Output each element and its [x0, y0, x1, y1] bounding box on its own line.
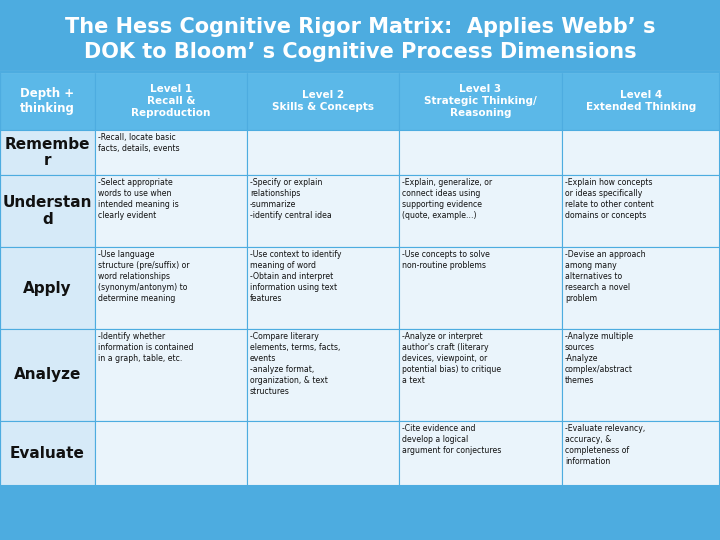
Text: Level 1
Recall &
Reproduction: Level 1 Recall & Reproduction	[131, 84, 211, 118]
Text: -Analyze multiple
sources
-Analyze
complex/abstract
themes: -Analyze multiple sources -Analyze compl…	[565, 332, 633, 385]
Bar	[399, 72, 562, 130]
Text: Remembe
r: Remembe r	[5, 137, 90, 168]
Bar	[0, 421, 95, 486]
Bar	[0, 72, 95, 130]
Bar	[247, 329, 399, 421]
Text: -Cite evidence and
develop a logical
argument for conjectures: -Cite evidence and develop a logical arg…	[402, 424, 501, 455]
Text: -Explain, generalize, or
connect ideas using
supporting evidence
(quote, example: -Explain, generalize, or connect ideas u…	[402, 178, 492, 220]
Text: Level 3
Strategic Thinking/
Reasoning: Level 3 Strategic Thinking/ Reasoning	[424, 84, 537, 118]
Text: Depth +
thinking: Depth + thinking	[20, 87, 75, 115]
Text: -Identify whether
information is contained
in a graph, table, etc.: -Identify whether information is contain…	[98, 332, 194, 363]
Bar	[247, 72, 399, 130]
Bar	[0, 175, 95, 247]
Text: -Use concepts to solve
non-routine problems: -Use concepts to solve non-routine probl…	[402, 250, 490, 270]
Bar	[562, 72, 720, 130]
Text: -Analyze or interpret
author's craft (literary
devices, viewpoint, or
potential : -Analyze or interpret author's craft (li…	[402, 332, 501, 385]
Bar	[95, 421, 247, 486]
Bar	[95, 247, 247, 329]
Bar	[247, 175, 399, 247]
Bar	[95, 130, 247, 175]
Bar	[399, 421, 562, 486]
Bar	[95, 175, 247, 247]
Bar	[0, 0, 720, 72]
Bar	[562, 421, 720, 486]
Text: Understan
d: Understan d	[3, 195, 92, 227]
Text: The Hess Cognitive Rigor Matrix:  Applies Webb’ s: The Hess Cognitive Rigor Matrix: Applies…	[65, 17, 655, 37]
Text: Analyze: Analyze	[14, 368, 81, 382]
Bar	[0, 72, 720, 486]
Bar	[95, 329, 247, 421]
Text: Apply: Apply	[23, 280, 72, 295]
Bar	[399, 329, 562, 421]
Bar	[95, 72, 247, 130]
Text: Level 4
Extended Thinking: Level 4 Extended Thinking	[586, 90, 696, 112]
Text: -Compare literary
elements, terms, facts,
events
-analyze format,
organization, : -Compare literary elements, terms, facts…	[250, 332, 341, 396]
Bar	[0, 247, 95, 329]
Bar	[562, 247, 720, 329]
Bar	[247, 421, 399, 486]
Text: -Specify or explain
relationships
-summarize
-identify central idea: -Specify or explain relationships -summa…	[250, 178, 332, 220]
Text: -Explain how concepts
or ideas specifically
relate to other content
domains or c: -Explain how concepts or ideas specifica…	[565, 178, 654, 220]
Bar	[247, 247, 399, 329]
Bar	[562, 329, 720, 421]
Text: -Use language
structure (pre/suffix) or
word relationships
(synonym/antonym) to
: -Use language structure (pre/suffix) or …	[98, 250, 189, 303]
Text: DOK to Bloom’ s Cognitive Process Dimensions: DOK to Bloom’ s Cognitive Process Dimens…	[84, 42, 636, 62]
Text: -Select appropriate
words to use when
intended meaning is
clearly evident: -Select appropriate words to use when in…	[98, 178, 179, 220]
Bar	[0, 130, 95, 175]
Text: -Recall, locate basic
facts, details, events: -Recall, locate basic facts, details, ev…	[98, 133, 179, 153]
Text: Level 2
Skills & Concepts: Level 2 Skills & Concepts	[272, 90, 374, 112]
Bar	[399, 130, 562, 175]
Text: -Devise an approach
among many
alternatives to
research a novel
problem: -Devise an approach among many alternati…	[565, 250, 646, 303]
Bar	[399, 247, 562, 329]
Bar	[0, 329, 95, 421]
Text: -Use context to identify
meaning of word
-Obtain and interpret
information using: -Use context to identify meaning of word…	[250, 250, 341, 303]
Bar	[399, 175, 562, 247]
Bar	[247, 130, 399, 175]
Bar	[562, 130, 720, 175]
Text: -Evaluate relevancy,
accuracy, &
completeness of
information: -Evaluate relevancy, accuracy, & complet…	[565, 424, 645, 466]
Bar	[562, 175, 720, 247]
Text: Evaluate: Evaluate	[10, 446, 85, 461]
